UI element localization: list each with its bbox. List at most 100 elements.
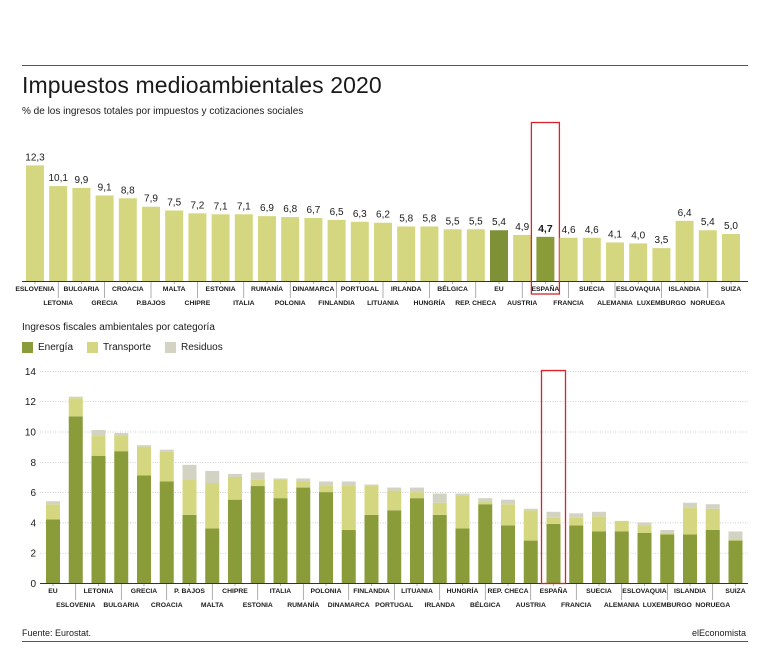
chart2-bar-transporte [501,504,515,526]
chart1-bar [281,217,300,281]
chart2-category-label: SUECIA [586,588,612,595]
chart1-bar [443,229,462,281]
chart2-bar-residuos [68,396,83,399]
chart2-bar-residuos [137,445,151,447]
chart1-value-label: 5,8 [422,213,436,224]
chart1-value-label: 7,1 [237,201,251,212]
chart2-bar-residuos [205,470,220,484]
chart1-category-label: LITUANIA [367,300,399,307]
chart1-value-label: 4,0 [631,230,645,241]
chart2-category-label: PORTUGAL [375,602,413,609]
chart1-value-label: 8,8 [121,185,135,196]
chart2-bar-energia [455,528,470,583]
chart2-bar-transporte [637,525,652,534]
chart1-value-label: 5,5 [469,216,483,227]
chart1-bar [374,222,392,281]
chart2-bar-transporte [592,516,606,532]
chart2-bar-residuos [364,484,379,487]
chart1-category-label: ITALIA [233,300,254,307]
chart2-category-label: ESTONIA [243,602,273,609]
chart2-bar-energia [614,531,629,583]
chart1-bar [513,234,532,281]
chart2-category-label: CHIPRE [222,588,248,595]
chart2-category-label: DINAMARCA [328,602,370,609]
chart2-bar-transporte [159,451,174,482]
chart2-category-label: LUXEMBURGO [643,602,692,609]
chart2-title: Ingresos fiscales ambientales por catego… [22,322,215,333]
chart1-category-label: ESLOVAQUIA [616,286,661,293]
chart1-bar [466,229,485,281]
brand-logo: elEconomista [691,628,746,638]
chart2-stacked-group: 0 2 4 6 8 10 12 14 EU ESLOVENIA LETONIA BULGARIA GRE… [25,367,748,609]
chart2-bar-energia [501,525,515,583]
chart1-value-label: 4,1 [608,229,622,240]
chart1-value-label: 4,9 [515,222,529,233]
chart2-bar-transporte [182,479,197,515]
chart2-bar-transporte [614,520,629,532]
chart1-bar [559,237,578,281]
legend-swatch-residuos [165,342,177,353]
chart2-bar-transporte [455,495,470,529]
chart2-bar-residuos [728,531,743,540]
chart1-value-label: 12,3 [25,152,45,163]
chart2-ytick-label: 6 [30,488,36,499]
chart1-bar [49,186,68,281]
chart1-value-label: 7,9 [144,194,158,205]
chart2-bar-energia [68,416,83,583]
chart2-bar-energia [319,492,333,583]
chart2-category-label: ESLOVENIA [56,602,95,609]
chart2-ytick-label: 12 [25,397,37,408]
chart2-bar-energia [364,514,379,583]
chart1-value-label: 7,5 [167,198,181,209]
chart1-bar [26,165,44,281]
chart2-bar-residuos [159,449,174,452]
chart1-bar [722,234,740,281]
chart1-category-label: RUMANÍA [251,284,283,293]
chart1-value-label: 6,3 [353,209,367,220]
chart2-bar-energia [205,528,220,583]
chart2-bar-energia [478,504,493,583]
chart1-bar [72,187,91,281]
chart1-value-label: 3,5 [654,235,668,246]
chart1-category-label: ESPAÑA [531,284,559,293]
bottom-rule [22,641,748,642]
chart2-bar-transporte [683,507,697,535]
chart1-category-label: SUIZA [721,286,741,293]
chart2-bar-residuos [46,501,60,505]
chart2-category-label: CROACIA [151,602,183,609]
chart2-bar-transporte [228,476,242,500]
chart1-category-label: LETONIA [43,300,73,307]
chart2-category-label: IRLANDA [424,602,455,609]
chart2-category-label: ITALIA [270,588,291,595]
chart1-category-label: AUSTRIA [507,300,537,307]
chart2-bar-residuos [341,481,356,487]
chart1-bar [350,221,369,281]
legend-item-transporte: Transporte [87,342,151,353]
chart1-category-label: HUNGRÍA [414,298,446,307]
chart1-category-label: PORTUGAL [341,286,379,293]
chart1-bar [258,216,276,281]
chart2-bar-residuos [273,478,288,480]
chart2-bar-residuos [592,511,606,517]
chart1-bar [304,218,323,281]
chart2-legend: Energía Transporte Residuos [22,342,223,353]
chart1-value-label: 7,1 [214,201,228,212]
legend-label-residuos: Residuos [181,342,223,353]
chart2-bar-energia [159,481,174,583]
chart1-value-label: 9,9 [74,175,88,186]
chart2-bar-energia [410,498,424,583]
chart2-bar-residuos [683,502,697,508]
chart2-category-label: BULGARIA [103,602,139,609]
chart1-bar [420,226,439,281]
espana-highlight-box-2 [540,369,567,585]
chart2-category-label: NORUEGA [695,602,730,609]
chart1-bar [698,230,717,281]
chart2-bar-transporte [478,501,493,505]
chart2-bar-transporte [660,533,675,535]
chart1-category-label: DINAMARCA [292,286,334,293]
chart1-category-label: P.BAJOS [137,300,166,307]
chart2-bar-residuos [569,513,584,518]
chart2-bar-transporte [46,504,60,520]
chart2-bar-residuos [410,487,424,493]
